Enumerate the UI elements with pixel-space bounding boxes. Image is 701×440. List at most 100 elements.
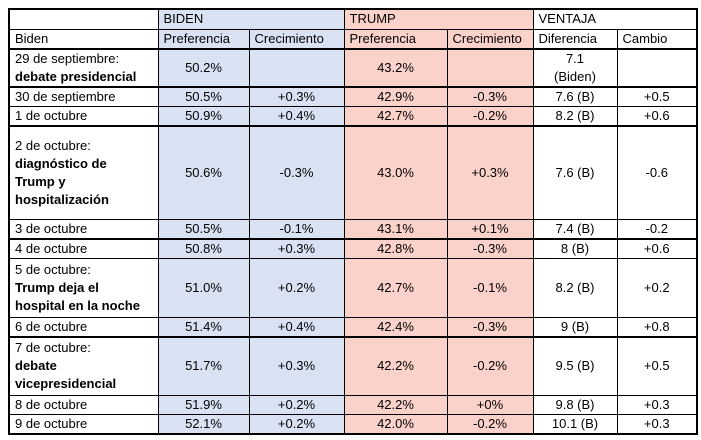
change-header: Cambio — [616, 28, 698, 50]
trump-preference-cell: 42.7% — [343, 106, 448, 127]
biden-preference-cell: 50.5% — [157, 86, 250, 107]
table-row: 7 de octubre: debate vicepresidencial 51.7… — [8, 336, 698, 396]
row-label-header: Biden — [8, 28, 159, 50]
table-row: 4 de octubre 50.8% +0.3% 42.8% -0.3% 8 (B) +0.… — [8, 238, 698, 259]
change-cell: +0.5 — [616, 86, 698, 107]
biden-preference-cell: 51.7% — [157, 336, 250, 396]
trump-preference-cell: 42.9% — [343, 86, 448, 107]
change-cell — [616, 48, 698, 88]
difference-cell: 8 (B) — [532, 238, 618, 259]
trump-preference-cell: 43.1% — [343, 218, 448, 240]
trump-growth-cell: -0.3% — [446, 86, 534, 107]
trump-growth-header: Crecimiento — [446, 28, 534, 50]
table-row: 30 de septiembre 50.5% +0.3% 42.9% -0.3% 7.6 … — [8, 86, 698, 107]
difference-header: Diferencia — [532, 28, 618, 50]
biden-growth-cell — [248, 48, 345, 88]
trump-growth-cell: -0.3% — [446, 316, 534, 338]
biden-growth-cell: +0.4% — [248, 316, 345, 338]
biden-growth-cell: +0.2% — [248, 257, 345, 318]
trump-preference-cell: 42.2% — [343, 395, 448, 415]
trump-preference-cell: 42.4% — [343, 316, 448, 338]
date-cell: 3 de octubre — [8, 218, 159, 240]
date-text: 3 de octubre — [15, 220, 88, 236]
table-row: 1 de octubre 50.9% +0.4% 42.7% -0.2% 8.2 (B) +… — [8, 106, 698, 127]
difference-cell: 9.8 (B) — [532, 395, 618, 415]
date-text: 1 de octubre — [15, 108, 88, 123]
event-text: debate vicepresidencial — [15, 358, 117, 392]
change-cell: -0.2 — [616, 218, 698, 240]
trump-preference-cell: 42.2% — [343, 336, 448, 396]
biden-growth-cell: -0.3% — [248, 125, 345, 220]
event-text: diagnóstico de Trump y hospitalización — [15, 155, 109, 207]
date-text: 8 de octubre — [15, 397, 88, 412]
biden-growth-cell: +0.3% — [248, 86, 345, 107]
biden-preference-cell: 51.0% — [157, 257, 250, 318]
biden-preference-cell: 50.6% — [157, 125, 250, 220]
table-body: 29 de septiembre: debate presidencial 50.2… — [8, 48, 698, 435]
biden-growth-cell: +0.2% — [248, 414, 345, 435]
biden-preference-cell: 50.8% — [157, 238, 250, 259]
date-text: 9 de octubre — [15, 416, 88, 431]
trump-preference-cell: 42.7% — [343, 257, 448, 318]
biden-preference-cell: 50.9% — [157, 106, 250, 127]
trump-growth-cell: +0% — [446, 395, 534, 415]
table-row: 3 de octubre 50.5% -0.1% 43.1% +0.1% 7.4 (B) -… — [8, 218, 698, 240]
biden-preference-cell: 51.4% — [157, 316, 250, 338]
event-text: debate presidencial — [15, 69, 137, 84]
biden-growth-cell: +0.2% — [248, 395, 345, 415]
difference-cell: 9.5 (B) — [532, 336, 618, 396]
date-text: 5 de octubre: — [15, 261, 91, 277]
trump-growth-cell: -0.3% — [446, 238, 534, 259]
event-text: Trump deja el hospital en la noche — [15, 279, 140, 313]
biden-growth-cell: -0.1% — [248, 218, 345, 240]
date-cell: 1 de octubre — [8, 106, 159, 127]
trump-preference-cell: 43.2% — [343, 48, 448, 88]
change-cell: +0.8 — [616, 316, 698, 338]
trump-growth-cell: -0.2% — [446, 336, 534, 396]
trump-preference-header: Preferencia — [343, 28, 448, 50]
date-cell: 9 de octubre — [8, 414, 159, 435]
table-row: 6 de octubre 51.4% +0.4% 42.4% -0.3% 9 (B) +0.… — [8, 316, 698, 338]
biden-preference-cell: 50.2% — [157, 48, 250, 88]
date-text: 2 de octubre: — [15, 137, 91, 153]
trump-group-header: TRUMP — [343, 8, 534, 30]
table-row: 5 de octubre: Trump deja el hospital en l… — [8, 257, 698, 318]
date-cell: 8 de octubre — [8, 395, 159, 415]
trump-growth-cell: -0.2% — [446, 414, 534, 435]
date-text: 7 de octubre: — [15, 340, 91, 356]
date-text: 29 de septiembre: — [15, 51, 120, 66]
trump-preference-cell: 43.0% — [343, 125, 448, 220]
trump-growth-cell: -0.1% — [446, 257, 534, 318]
biden-growth-cell: +0.3% — [248, 336, 345, 396]
difference-cell: 7.1 (Biden) — [532, 48, 618, 88]
table-row: 9 de octubre 52.1% +0.2% 42.0% -0.2% 10.1 (B)… — [8, 414, 698, 435]
difference-cell: 9 (B) — [532, 316, 618, 338]
biden-preference-header: Preferencia — [157, 28, 250, 50]
date-text: 4 de octubre — [15, 240, 88, 256]
date-cell: 29 de septiembre: debate presidencial — [8, 48, 159, 88]
difference-cell: 7.6 (B) — [532, 125, 618, 220]
date-text: 6 de octubre — [15, 318, 88, 334]
date-text: 30 de septiembre — [15, 89, 116, 104]
difference-cell: 7.4 (B) — [532, 218, 618, 240]
trump-growth-cell: -0.2% — [446, 106, 534, 127]
date-cell: 30 de septiembre — [8, 86, 159, 107]
date-cell: 2 de octubre: diagnóstico de Trump y hosp… — [8, 125, 159, 220]
difference-cell: 10.1 (B) — [532, 414, 618, 435]
polling-table: BIDEN TRUMP VENTAJA Biden Preferencia Cr… — [8, 8, 698, 435]
biden-group-header: BIDEN — [157, 8, 345, 30]
corner-cell — [8, 8, 159, 30]
biden-growth-cell: +0.4% — [248, 106, 345, 127]
date-cell: 6 de octubre — [8, 316, 159, 338]
biden-preference-cell: 52.1% — [157, 414, 250, 435]
trump-growth-cell: +0.3% — [446, 125, 534, 220]
biden-growth-header: Crecimiento — [248, 28, 345, 50]
trump-preference-cell: 42.0% — [343, 414, 448, 435]
biden-growth-cell: +0.3% — [248, 238, 345, 259]
column-header-row: Biden Preferencia Crecimiento Preferenci… — [8, 28, 698, 50]
group-header-row: BIDEN TRUMP VENTAJA — [8, 8, 698, 30]
date-cell: 7 de octubre: debate vicepresidencial — [8, 336, 159, 396]
difference-cell: 8.2 (B) — [532, 257, 618, 318]
trump-growth-cell — [446, 48, 534, 88]
biden-preference-cell: 51.9% — [157, 395, 250, 415]
